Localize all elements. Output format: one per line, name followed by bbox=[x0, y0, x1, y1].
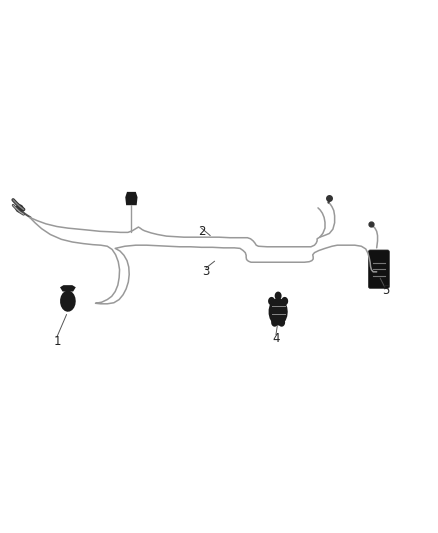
Text: 2: 2 bbox=[198, 225, 205, 238]
Polygon shape bbox=[268, 297, 275, 305]
Polygon shape bbox=[60, 290, 76, 312]
FancyBboxPatch shape bbox=[368, 250, 389, 288]
Polygon shape bbox=[125, 192, 138, 205]
Text: 4: 4 bbox=[272, 332, 280, 345]
Polygon shape bbox=[281, 297, 288, 305]
Polygon shape bbox=[275, 292, 282, 300]
Polygon shape bbox=[268, 298, 288, 326]
Text: 5: 5 bbox=[382, 284, 389, 297]
Polygon shape bbox=[278, 318, 285, 327]
Polygon shape bbox=[60, 285, 76, 292]
Text: 1: 1 bbox=[53, 335, 61, 348]
Polygon shape bbox=[271, 318, 278, 327]
Text: 3: 3 bbox=[202, 265, 209, 278]
